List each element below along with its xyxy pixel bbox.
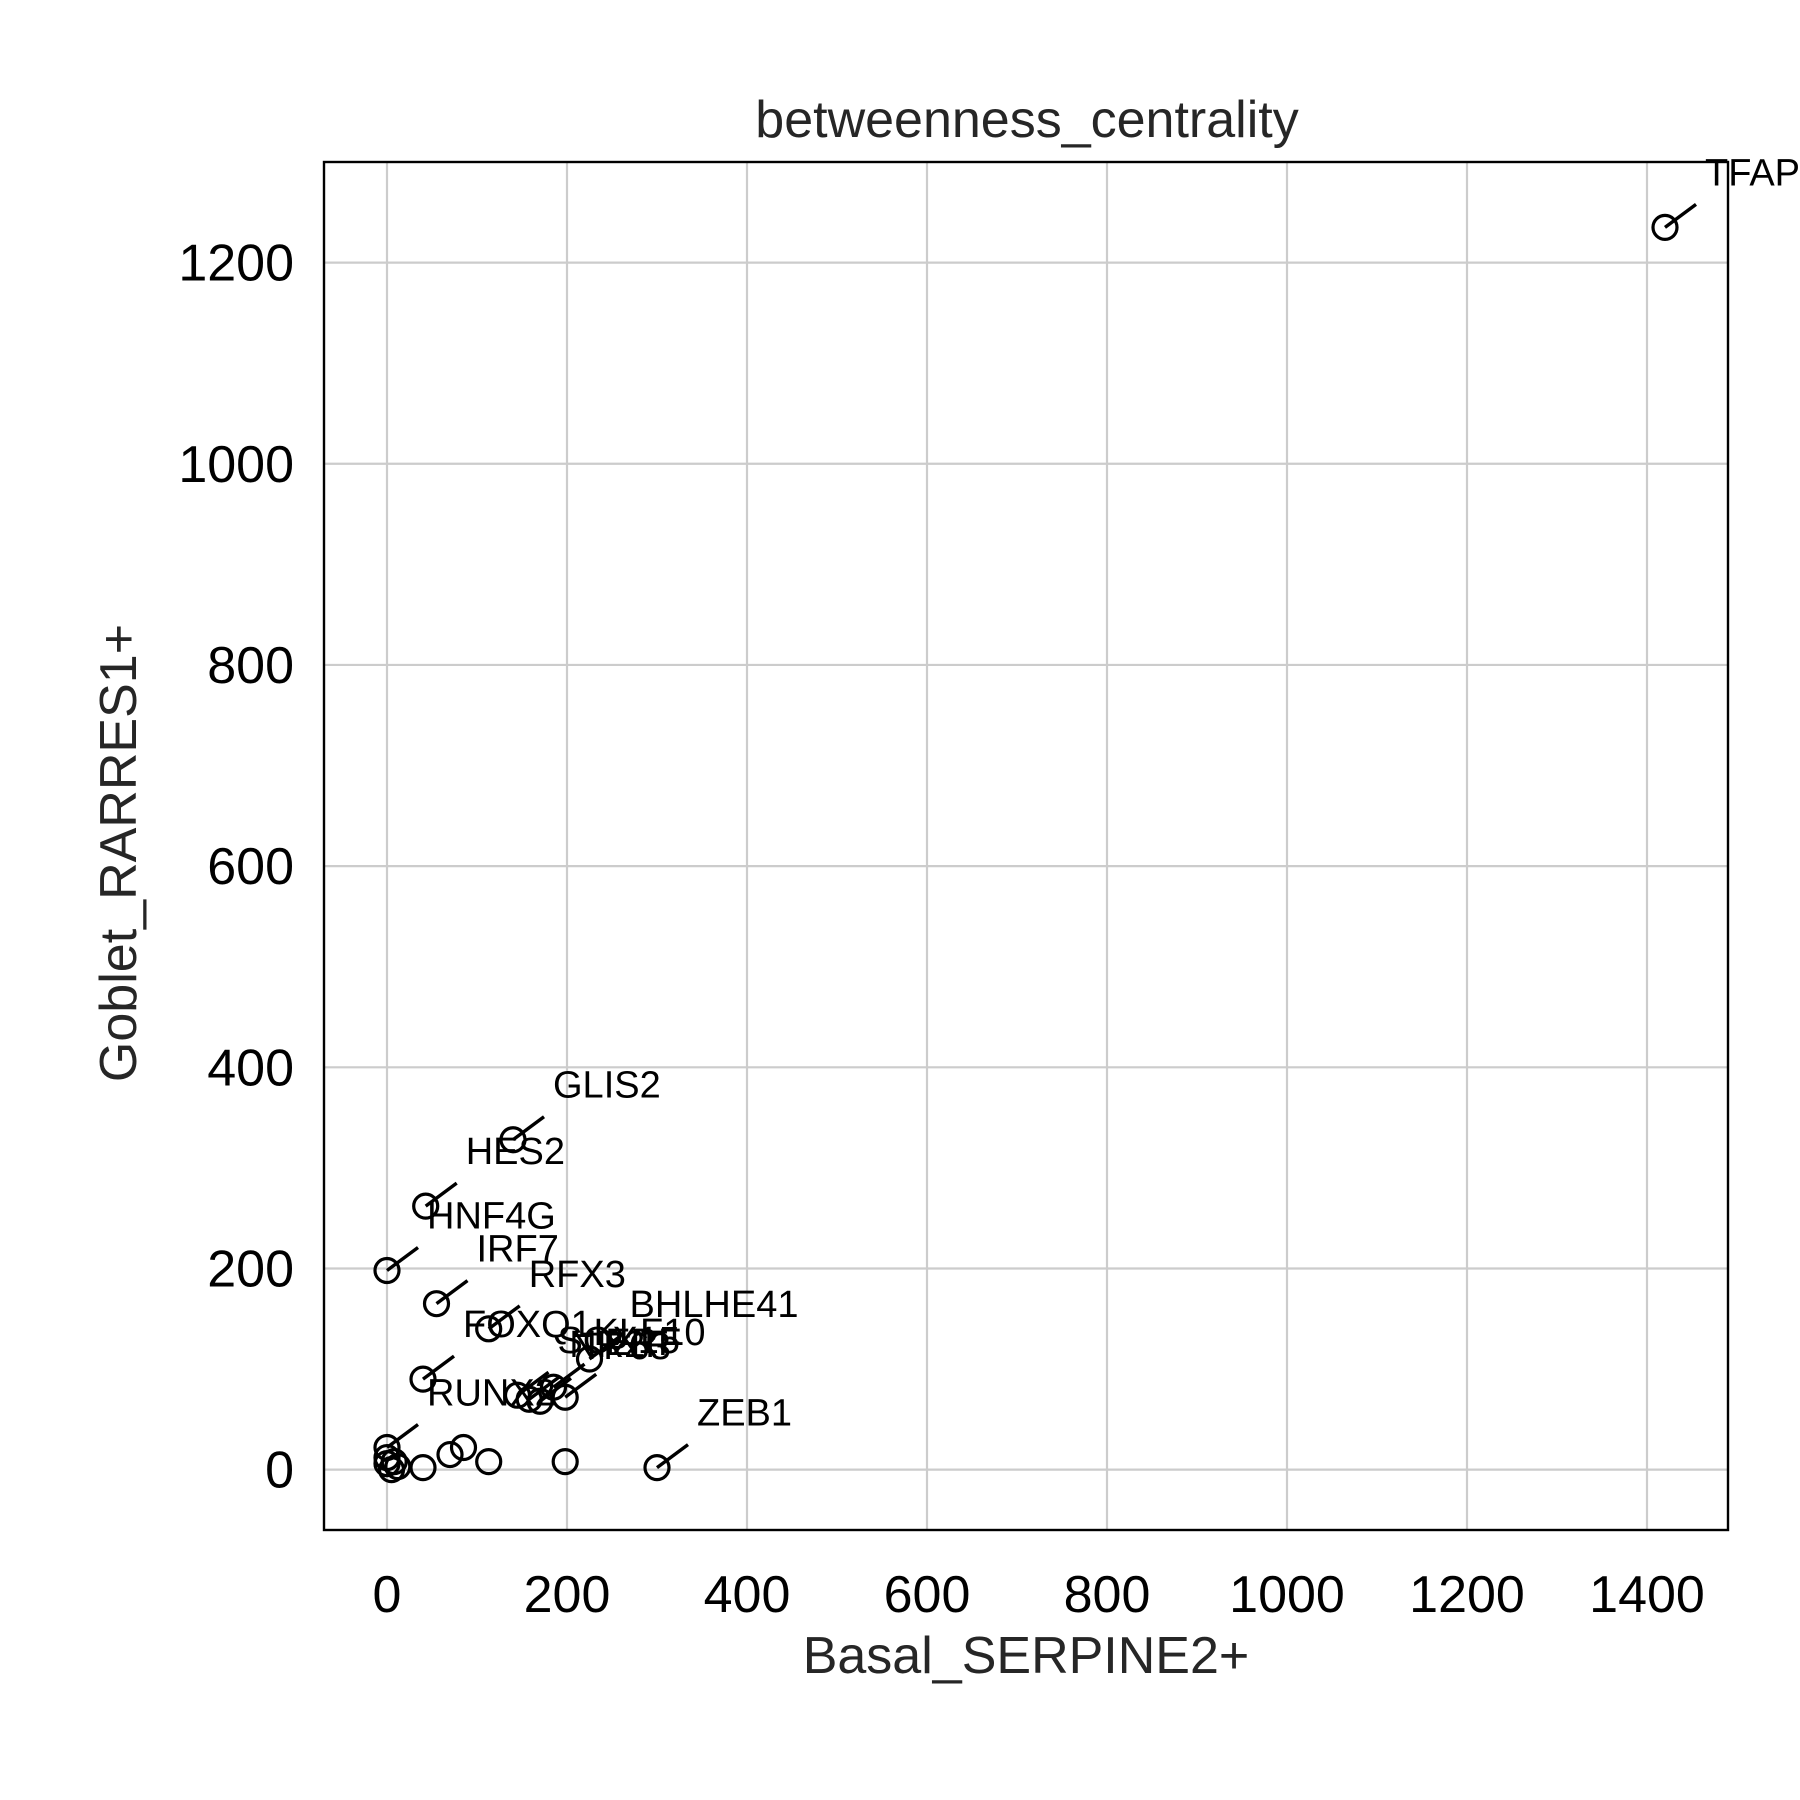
- y-tick-label: 0: [265, 1442, 294, 1500]
- data-point: [422, 1290, 451, 1318]
- point-label: RUNX2: [427, 1373, 556, 1415]
- label-leader-line: [588, 1334, 622, 1361]
- label-leader-line: [528, 1374, 562, 1401]
- tick-labels: 0 200 400 600 800 1000 1200 1400 0 200 400 600 800 10…: [178, 235, 1705, 1624]
- point-label: NR2F: [569, 1324, 668, 1366]
- x-axis-label: Basal_SERPINE2+: [803, 1627, 1250, 1685]
- label-leader-line: [424, 1181, 458, 1208]
- point-label: TP63: [580, 1326, 671, 1368]
- y-tick-label: 400: [207, 1039, 294, 1097]
- point-label: BHLHE41: [630, 1284, 799, 1326]
- data-point: [551, 1383, 579, 1411]
- data-point: [499, 1126, 527, 1154]
- plot-frame: [322, 160, 1730, 1532]
- data-point: [643, 1454, 671, 1482]
- data-point: [515, 1385, 543, 1413]
- label-leader-line: [435, 1279, 469, 1306]
- point-label: KLF10: [594, 1312, 706, 1354]
- grid-lines: [324, 162, 1728, 1530]
- label-leader-line: [655, 1443, 690, 1470]
- data-point: [449, 1433, 478, 1462]
- label-leader-line: [1663, 203, 1698, 229]
- x-tick-label: 600: [884, 1566, 971, 1624]
- point-label: TFAP: [1705, 152, 1800, 194]
- label-leader-line: [511, 1115, 546, 1142]
- data-point: [475, 1315, 503, 1343]
- x-tick-label: 1000: [1229, 1566, 1345, 1624]
- label-leader-line: [385, 1246, 420, 1272]
- chart-title: betweenness_centrality: [755, 91, 1298, 149]
- data-points: [373, 213, 1679, 1484]
- x-tick-label: 0: [373, 1566, 402, 1624]
- label-leader-line: [516, 1370, 550, 1397]
- label-leader-line: [487, 1304, 521, 1331]
- data-point: [526, 1387, 554, 1415]
- point-label: ERF: [605, 1322, 681, 1364]
- data-point: [380, 1447, 408, 1476]
- label-leader-line: [385, 1423, 420, 1449]
- point-label: RFX3: [529, 1254, 626, 1296]
- point-label: SOX15: [558, 1320, 681, 1362]
- data-point: [475, 1447, 503, 1476]
- y-tick-label: 200: [207, 1240, 294, 1298]
- y-tick-label: 800: [207, 637, 294, 695]
- x-tick-label: 1200: [1409, 1566, 1525, 1624]
- x-tick-label: 200: [524, 1566, 611, 1624]
- x-tick-label: 400: [704, 1566, 791, 1624]
- point-label: IRF7: [477, 1229, 559, 1271]
- label-leader-line: [564, 1372, 598, 1399]
- point-label: HNF4G: [427, 1195, 556, 1237]
- x-tick-label: 800: [1064, 1566, 1151, 1624]
- data-point: [409, 1454, 437, 1482]
- y-tick-label: 600: [207, 838, 294, 896]
- x-tick-label: 1400: [1589, 1566, 1705, 1624]
- y-axis-label: Goblet_RARRES1+: [90, 624, 148, 1082]
- data-point: [373, 1256, 401, 1285]
- point-label: ZEB1: [697, 1393, 792, 1435]
- data-point: [436, 1440, 464, 1469]
- data-point: [409, 1365, 437, 1393]
- point-label: FOXQ1: [463, 1304, 592, 1346]
- y-tick-label: 1200: [178, 235, 294, 293]
- data-point: [575, 1345, 604, 1373]
- data-point: [1651, 213, 1679, 241]
- data-point: [551, 1447, 579, 1476]
- data-point: [412, 1192, 440, 1220]
- point-label: HES2: [466, 1131, 565, 1173]
- y-tick-label: 1000: [178, 436, 294, 494]
- label-leader-line: [421, 1354, 456, 1381]
- point-label: GLIS2: [553, 1065, 661, 1107]
